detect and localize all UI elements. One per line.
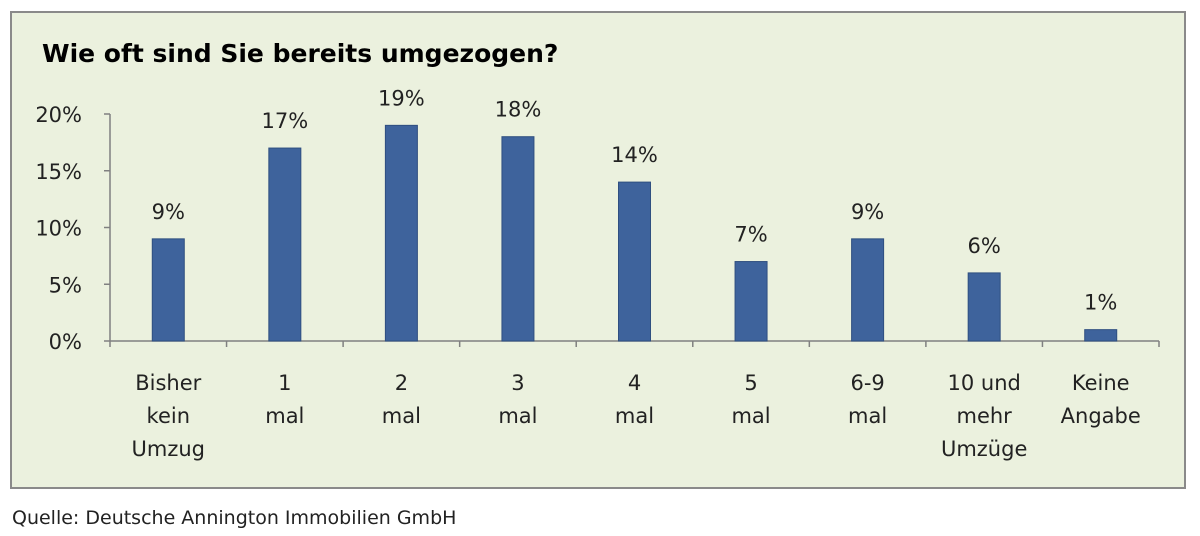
data-label: 18% xyxy=(495,98,542,122)
x-tick-label: Keine Angabe xyxy=(1061,371,1141,428)
x-tick-label-line: 2 xyxy=(395,371,408,395)
x-tick-label: 2 mal xyxy=(382,371,421,428)
data-label: 14% xyxy=(611,143,658,167)
y-tick-label: 5% xyxy=(49,273,82,297)
bar xyxy=(851,238,885,342)
bar xyxy=(384,124,418,342)
data-label: 9% xyxy=(851,200,884,224)
chart-panel: Wie oft sind Sie bereits umgezogen? 0% 5%… xyxy=(10,11,1186,489)
x-tick-label-line: mal xyxy=(848,404,887,428)
x-tick-label-line: 3 xyxy=(511,371,524,395)
x-tick-label-line: 5 xyxy=(744,371,757,395)
bar xyxy=(151,238,185,342)
x-tick-label: 3 mal xyxy=(498,371,537,428)
bar xyxy=(1084,329,1118,342)
x-tick-label-line: mal xyxy=(615,404,654,428)
bar-chart: Wie oft sind Sie bereits umgezogen? 0% 5%… xyxy=(35,39,1160,461)
bar xyxy=(967,272,1001,342)
bar xyxy=(268,147,302,342)
x-tick-label-line: Angabe xyxy=(1061,404,1141,428)
bar xyxy=(734,261,768,342)
chart-title: Wie oft sind Sie bereits umgezogen? xyxy=(42,39,558,68)
x-tick-label: 4 mal xyxy=(615,371,654,428)
y-tick-label: 20% xyxy=(35,103,82,127)
y-tick-label: 10% xyxy=(35,217,82,241)
x-tick-label: 6-9 mal xyxy=(848,371,887,428)
x-tick-label: 5 mal xyxy=(731,371,770,428)
data-label: 9% xyxy=(152,200,185,224)
y-tick-label: 0% xyxy=(49,330,82,354)
y-tick-label: 15% xyxy=(35,160,82,184)
x-tick-label-line: mal xyxy=(498,404,537,428)
x-tick-label-line: mehr xyxy=(957,404,1013,428)
plot-area: 0% 5% 10% 15% 20% 9% Bisher kein Umzug 17% 1 mal 19%… xyxy=(35,86,1160,461)
x-tick-label-line: 4 xyxy=(628,371,641,395)
x-tick-label-line: Bisher xyxy=(135,371,201,395)
data-label: 7% xyxy=(734,223,767,247)
x-tick-label: 10 und mehr Umzüge xyxy=(941,371,1027,461)
x-tick-label-line: kein xyxy=(147,404,190,428)
x-tick-label-line: Keine xyxy=(1072,371,1130,395)
x-tick-label-line: 10 und xyxy=(947,371,1020,395)
x-tick-label: 1 mal xyxy=(265,371,304,428)
source-note: Quelle: Deutsche Annington Immobilien Gm… xyxy=(12,507,457,529)
data-label: 19% xyxy=(378,86,425,110)
data-label: 6% xyxy=(968,234,1001,258)
data-label: 17% xyxy=(261,109,308,133)
x-tick-label-line: Umzug xyxy=(132,437,206,461)
data-label: 1% xyxy=(1084,291,1117,315)
x-tick-label-line: mal xyxy=(382,404,421,428)
x-tick-label-line: 1 xyxy=(278,371,291,395)
x-tick-label-line: mal xyxy=(731,404,770,428)
x-tick-label: Bisher kein Umzug xyxy=(132,371,206,461)
x-tick-label-line: 6-9 xyxy=(850,371,884,395)
x-tick-label-line: mal xyxy=(265,404,304,428)
bar xyxy=(501,136,535,342)
x-tick-label-line: Umzüge xyxy=(941,437,1027,461)
bar xyxy=(618,181,651,342)
